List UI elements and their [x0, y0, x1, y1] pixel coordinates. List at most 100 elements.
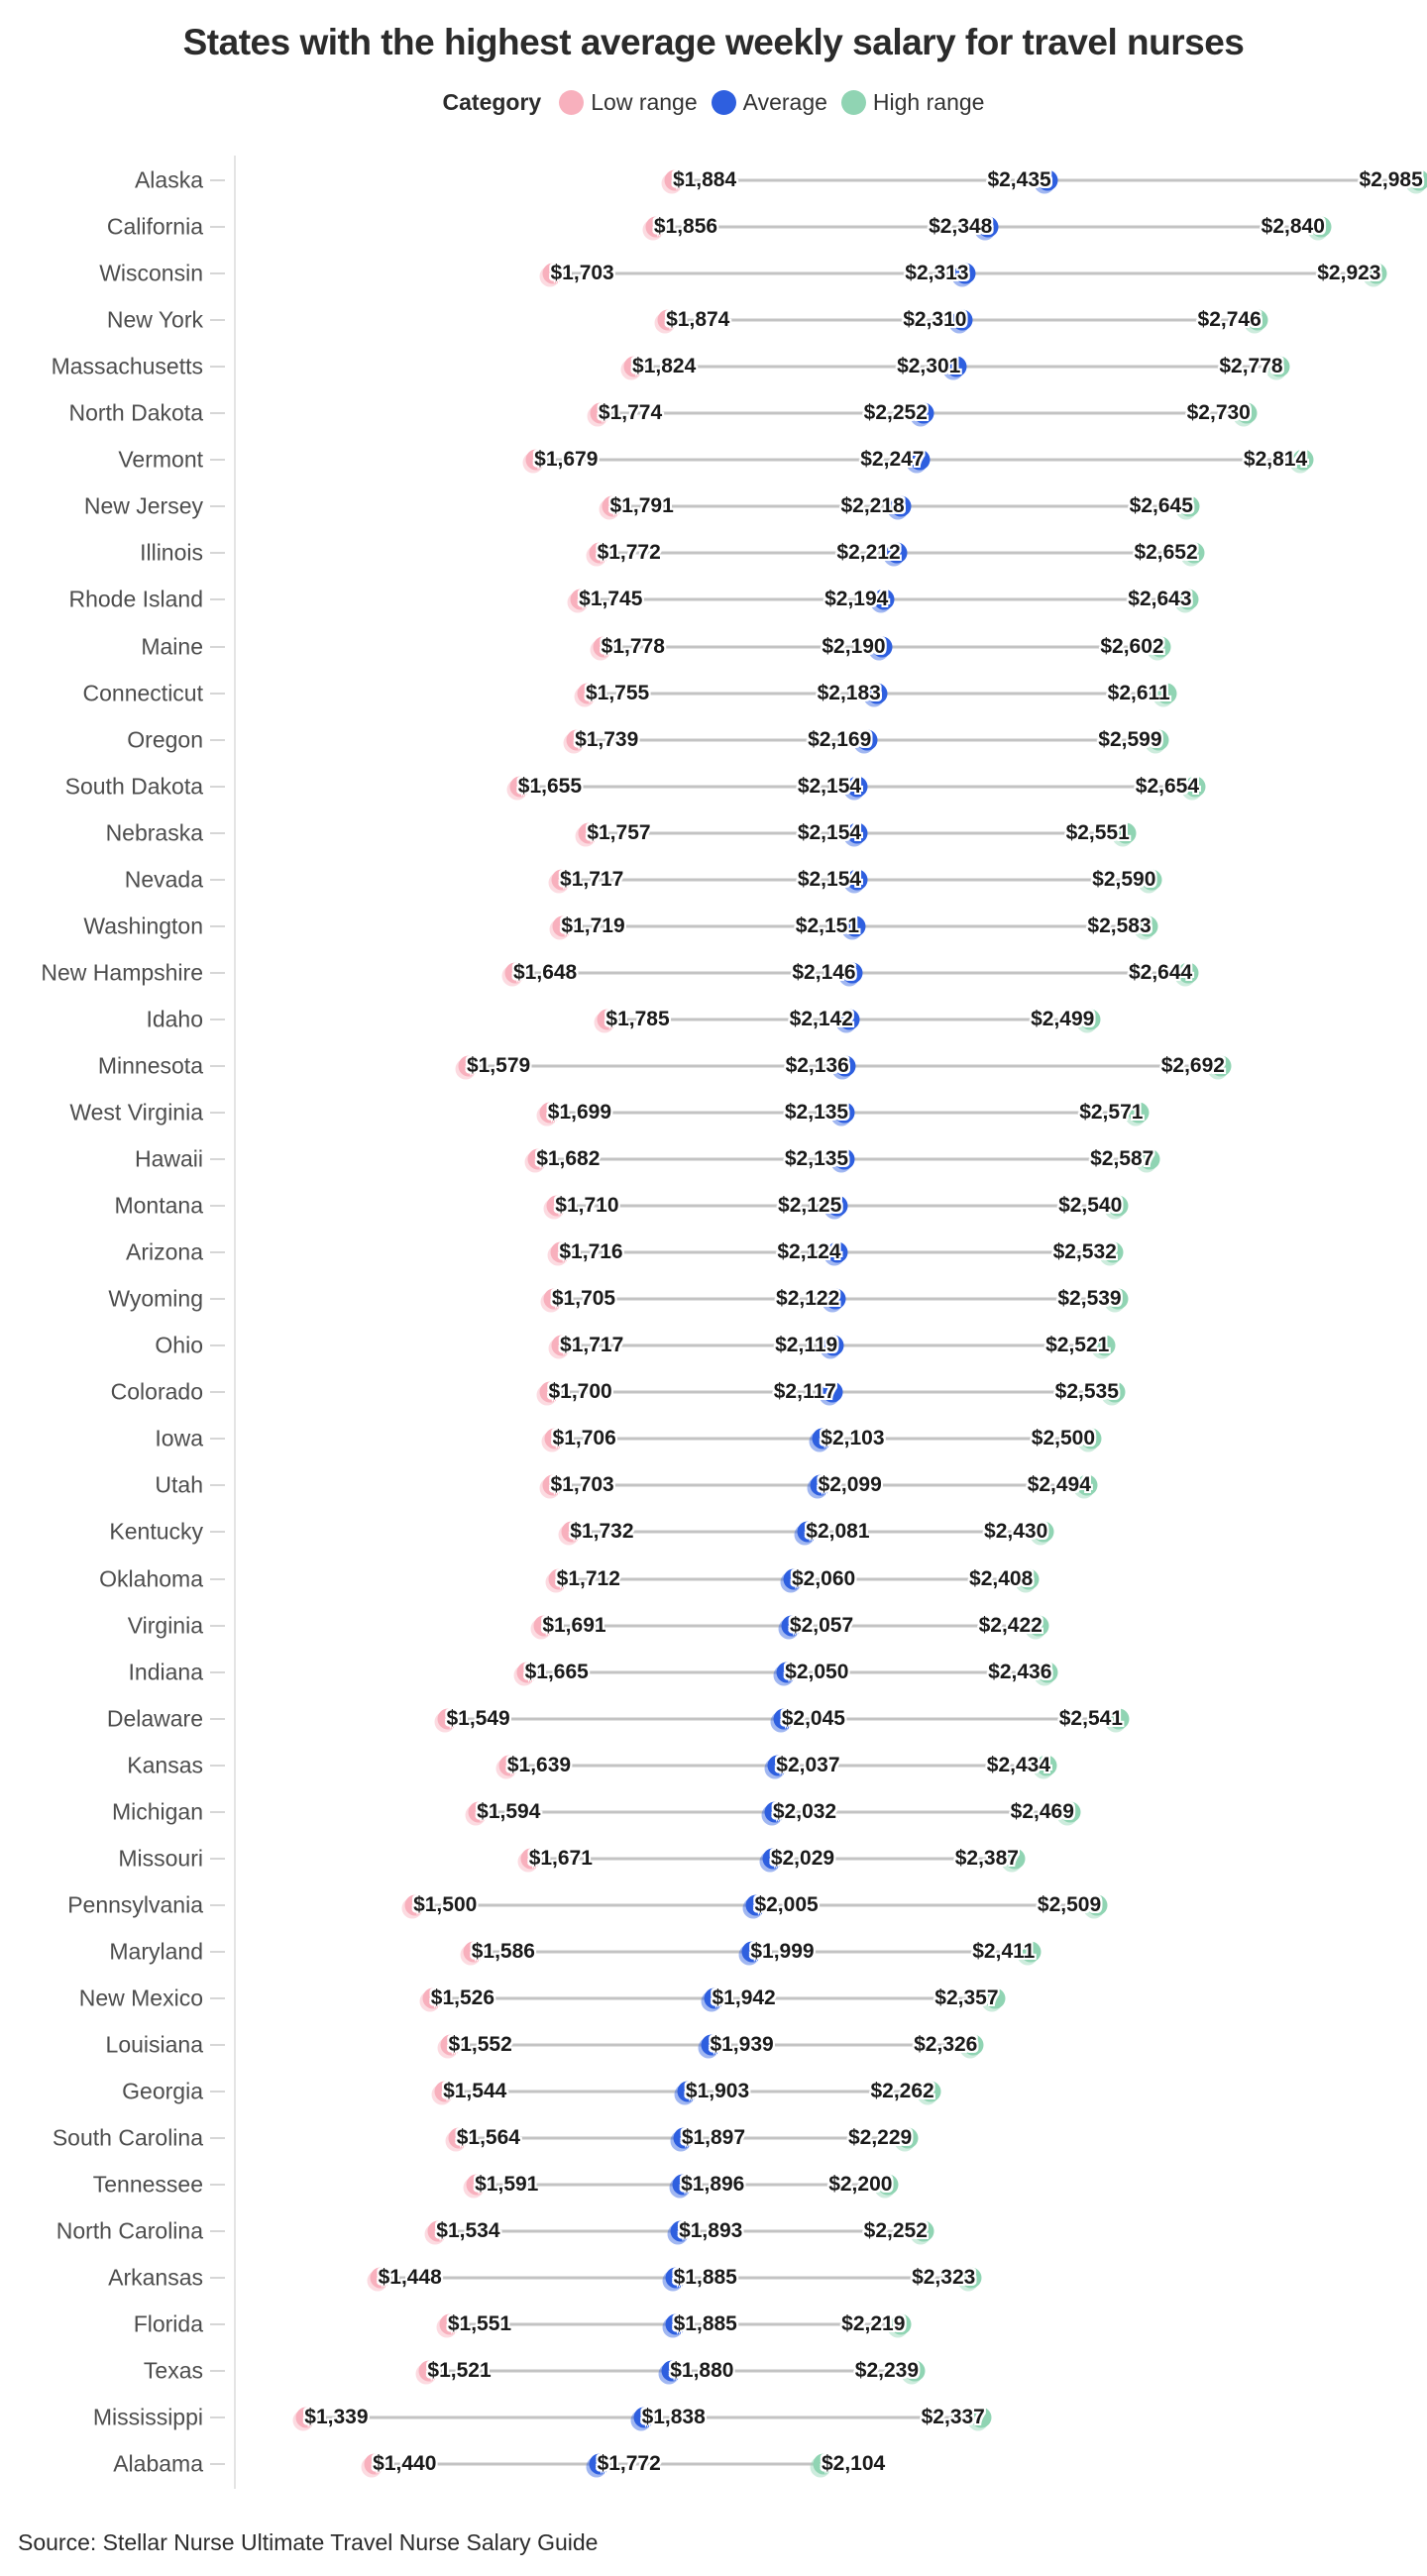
colorado-high-dot[interactable]: [1104, 1381, 1126, 1403]
south-dakota-low-dot[interactable]: [509, 776, 531, 798]
missouri-average-dot[interactable]: [762, 1848, 784, 1870]
ohio-low-dot[interactable]: [551, 1335, 573, 1356]
kentucky-high-dot[interactable]: [1033, 1521, 1054, 1543]
washington-low-dot[interactable]: [552, 915, 574, 937]
michigan-low-dot[interactable]: [468, 1801, 490, 1823]
georgia-high-dot[interactable]: [920, 2081, 941, 2102]
alabama-high-dot[interactable]: [813, 2453, 834, 2475]
delaware-low-dot[interactable]: [437, 1708, 459, 1730]
alaska-low-dot[interactable]: [664, 169, 686, 191]
new-york-average-dot[interactable]: [951, 309, 973, 331]
maine-average-dot[interactable]: [871, 636, 893, 657]
florida-high-dot[interactable]: [890, 2313, 912, 2335]
oregon-high-dot[interactable]: [1148, 729, 1169, 751]
connecticut-average-dot[interactable]: [866, 683, 888, 704]
utah-average-dot[interactable]: [810, 1474, 831, 1496]
arkansas-average-dot[interactable]: [665, 2267, 687, 2289]
idaho-high-dot[interactable]: [1079, 1009, 1101, 1030]
tennessee-low-dot[interactable]: [466, 2174, 488, 2196]
florida-average-dot[interactable]: [665, 2313, 687, 2335]
south-dakota-average-dot[interactable]: [846, 776, 868, 798]
new-mexico-low-dot[interactable]: [422, 1987, 444, 2009]
washington-average-dot[interactable]: [844, 915, 866, 937]
kansas-low-dot[interactable]: [498, 1755, 520, 1776]
wisconsin-average-dot[interactable]: [954, 263, 975, 284]
illinois-low-dot[interactable]: [589, 542, 610, 564]
washington-high-dot[interactable]: [1137, 915, 1158, 937]
illinois-high-dot[interactable]: [1183, 542, 1205, 564]
georgia-low-dot[interactable]: [434, 2081, 456, 2102]
rhode-island-high-dot[interactable]: [1177, 589, 1199, 610]
maryland-low-dot[interactable]: [463, 1941, 485, 1963]
minnesota-high-dot[interactable]: [1210, 1055, 1232, 1077]
alabama-low-dot[interactable]: [364, 2453, 385, 2475]
west-virginia-average-dot[interactable]: [833, 1102, 855, 1124]
georgia-average-dot[interactable]: [677, 2081, 699, 2102]
north-carolina-high-dot[interactable]: [913, 2220, 934, 2242]
montana-low-dot[interactable]: [546, 1195, 568, 1217]
new-hampshire-average-dot[interactable]: [841, 962, 863, 984]
minnesota-low-dot[interactable]: [458, 1055, 480, 1077]
new-mexico-high-dot[interactable]: [984, 1987, 1005, 2009]
wisconsin-low-dot[interactable]: [542, 263, 563, 284]
oklahoma-low-dot[interactable]: [548, 1568, 570, 1589]
hawaii-average-dot[interactable]: [833, 1148, 855, 1170]
north-dakota-high-dot[interactable]: [1236, 402, 1258, 424]
utah-high-dot[interactable]: [1076, 1474, 1098, 1496]
rhode-island-low-dot[interactable]: [570, 589, 592, 610]
michigan-average-dot[interactable]: [764, 1801, 786, 1823]
massachusetts-low-dot[interactable]: [623, 356, 645, 377]
virginia-low-dot[interactable]: [533, 1615, 555, 1637]
virginia-high-dot[interactable]: [1028, 1615, 1049, 1637]
south-dakota-high-dot[interactable]: [1184, 776, 1206, 798]
new-jersey-high-dot[interactable]: [1178, 495, 1200, 517]
kansas-average-dot[interactable]: [767, 1755, 789, 1776]
south-carolina-high-dot[interactable]: [897, 2127, 919, 2149]
montana-average-dot[interactable]: [826, 1195, 848, 1217]
delaware-average-dot[interactable]: [773, 1708, 795, 1730]
connecticut-high-dot[interactable]: [1155, 683, 1177, 704]
arizona-high-dot[interactable]: [1102, 1241, 1124, 1263]
arizona-low-dot[interactable]: [550, 1241, 572, 1263]
wisconsin-high-dot[interactable]: [1366, 263, 1387, 284]
louisiana-high-dot[interactable]: [962, 2034, 984, 2056]
idaho-low-dot[interactable]: [597, 1009, 618, 1030]
vermont-high-dot[interactable]: [1292, 449, 1314, 471]
missouri-high-dot[interactable]: [1004, 1848, 1026, 1870]
virginia-average-dot[interactable]: [781, 1615, 803, 1637]
colorado-average-dot[interactable]: [822, 1381, 843, 1403]
alaska-average-dot[interactable]: [1037, 169, 1058, 191]
pennsylvania-high-dot[interactable]: [1086, 1894, 1108, 1916]
hawaii-low-dot[interactable]: [527, 1148, 549, 1170]
west-virginia-high-dot[interactable]: [1128, 1102, 1150, 1124]
louisiana-low-dot[interactable]: [440, 2034, 462, 2056]
iowa-high-dot[interactable]: [1080, 1428, 1102, 1449]
california-high-dot[interactable]: [1310, 216, 1332, 238]
nebraska-average-dot[interactable]: [846, 822, 868, 844]
texas-average-dot[interactable]: [661, 2360, 683, 2382]
michigan-high-dot[interactable]: [1059, 1801, 1081, 1823]
colorado-low-dot[interactable]: [539, 1381, 561, 1403]
texas-low-dot[interactable]: [418, 2360, 440, 2382]
iowa-low-dot[interactable]: [544, 1428, 566, 1449]
pennsylvania-average-dot[interactable]: [745, 1894, 767, 1916]
texas-high-dot[interactable]: [904, 2360, 926, 2382]
oregon-low-dot[interactable]: [566, 729, 588, 751]
south-carolina-average-dot[interactable]: [673, 2127, 695, 2149]
wyoming-low-dot[interactable]: [543, 1288, 565, 1310]
illinois-average-dot[interactable]: [886, 542, 908, 564]
utah-low-dot[interactable]: [542, 1474, 563, 1496]
new-jersey-low-dot[interactable]: [602, 495, 623, 517]
vermont-low-dot[interactable]: [525, 449, 547, 471]
hawaii-high-dot[interactable]: [1139, 1148, 1160, 1170]
south-carolina-low-dot[interactable]: [448, 2127, 470, 2149]
kentucky-average-dot[interactable]: [797, 1521, 819, 1543]
north-dakota-average-dot[interactable]: [913, 402, 934, 424]
nebraska-high-dot[interactable]: [1115, 822, 1137, 844]
new-york-high-dot[interactable]: [1247, 309, 1268, 331]
connecticut-low-dot[interactable]: [577, 683, 599, 704]
mississippi-high-dot[interactable]: [970, 2407, 992, 2428]
mississippi-low-dot[interactable]: [295, 2407, 317, 2428]
montana-high-dot[interactable]: [1107, 1195, 1129, 1217]
alaska-high-dot[interactable]: [1408, 169, 1427, 191]
